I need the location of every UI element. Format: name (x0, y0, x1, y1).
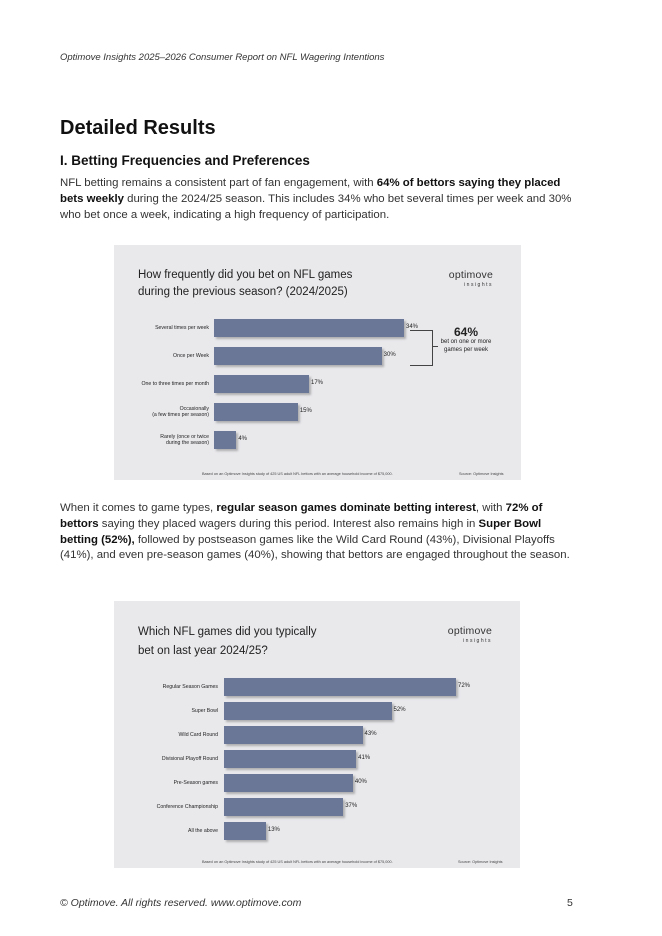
optimove-logo: optimove insights (449, 269, 493, 288)
para2-bold-2: 72% of bettors (60, 502, 543, 530)
chart2-category-label: Super Bowl (98, 708, 218, 715)
category-label-line: Rarely (once or twice (160, 433, 209, 440)
chart2-category-label: Regular Season Games (98, 684, 218, 691)
chart1-value-label: 4% (238, 436, 248, 442)
callout-value: 64% (453, 325, 479, 339)
chart1-title-line1: How frequently did you bet on NFL games (138, 269, 353, 281)
chart2-category-label: Divisional Playoff Round (98, 756, 218, 763)
chart2-value-label: 40% (354, 779, 367, 785)
chart1-category-label: Several times per week (89, 325, 209, 332)
chart1-bar (214, 431, 237, 449)
chart-game-types: Which NFL games did you typically bet on… (114, 601, 520, 868)
chart2-title-line2: bet on last year 2024/25? (138, 645, 268, 657)
category-label-line: Occasionally (179, 405, 209, 412)
chart2-title: Which NFL games did you typically bet on… (138, 623, 368, 661)
chart2-category-label: Conference Championship (98, 804, 218, 811)
category-label-line: Super Bowl (191, 707, 218, 714)
para2-text-4: followed by postseason games like the Wi… (60, 533, 570, 562)
chart1-title: How frequently did you bet on NFL games … (138, 267, 398, 301)
chart1-value-label: 34% (406, 324, 419, 330)
chart2-category-label: Pre-Season games (98, 780, 218, 787)
category-label-line: (a few times per season) (152, 412, 209, 418)
chart2-value-label: 52% (393, 707, 406, 713)
chart1-category-label: Once per Week (89, 353, 209, 360)
chart2-footnote: Based on an Optimove Insights study of 4… (202, 860, 393, 864)
section-subtitle: I. Betting Frequencies and Preferences (60, 153, 310, 168)
para2-bold-1: regular season games dominate betting in… (216, 502, 476, 514)
para2-text-2: , with (475, 502, 506, 514)
chart2-bar (224, 822, 266, 840)
category-label-line: during the season) (166, 440, 209, 446)
page-title: Detailed Results (60, 117, 216, 139)
para2-text-1: When it comes to game types, (60, 502, 217, 514)
chart1-value-label: 15% (299, 408, 312, 414)
chart1-value-label: 17% (311, 380, 324, 386)
category-label-line: Pre-Season games (173, 779, 218, 786)
chart2-source: Source: Optimove Insights (458, 860, 503, 864)
category-label-line: Wild Card Round (178, 731, 219, 738)
category-label-line: Several times per week (155, 324, 209, 331)
chart2-value-label: 37% (345, 803, 358, 809)
chart1-source: Source: Optimove Insights (459, 472, 504, 476)
chart1-bar (214, 319, 404, 337)
chart1-footnote: Based on an Optimove Insights study of 4… (202, 472, 393, 476)
chart1-value-label: 30% (383, 352, 396, 358)
chart2-value-label: 72% (458, 683, 471, 689)
chart2-bar (224, 678, 456, 696)
chart2-value-label: 43% (364, 731, 377, 737)
paragraph-game-types: When it comes to game types, regular sea… (60, 501, 580, 564)
chart1-title-line2: during the previous season? (2024/2025) (138, 286, 348, 298)
para1-bold-1: 64% of bettors saying they placed bets w… (60, 177, 561, 205)
paragraph-betting-frequency: NFL betting remains a consistent part of… (60, 176, 580, 223)
category-label-line: Once per Week (173, 352, 209, 359)
callout-text: bet on one or more games per week (440, 339, 492, 353)
chart1-category-label: Rarely (once or twice during the season) (89, 434, 209, 447)
chart2-bar (224, 726, 363, 744)
category-label-line: Regular Season Games (162, 683, 218, 690)
logo-main-text: optimove (447, 625, 492, 637)
callout-tick (432, 346, 438, 347)
page-number: 5 (567, 897, 573, 909)
chart2-bar (224, 702, 392, 720)
chart1-bar (214, 403, 298, 421)
logo-sub-text: insights (463, 638, 492, 644)
category-label-line: One to three times per month (141, 380, 209, 387)
chart2-category-label: Wild Card Round (98, 731, 219, 739)
para2-bold-3: Super Bowl betting (52%), (60, 517, 542, 546)
logo-sub-text: insights (464, 282, 493, 288)
chart1-bar (214, 375, 309, 393)
chart1-bar (214, 347, 382, 365)
chart1-category-label: Occasionally (a few times per season) (89, 406, 209, 419)
chart2-bar (224, 774, 353, 792)
chart-betting-frequency: How frequently did you bet on NFL games … (114, 245, 521, 480)
chart2-value-label: 41% (358, 755, 371, 761)
footer-copyright: © Optimove. All rights reserved. www.opt… (60, 897, 302, 909)
category-label-line: Conference Championship (156, 803, 218, 810)
logo-main-text: optimove (448, 269, 493, 281)
chart2-bar (224, 750, 357, 768)
chart1-category-label: One to three times per month (89, 381, 209, 388)
category-label-line: All the above (188, 827, 218, 834)
chart2-bar (224, 798, 344, 816)
para1-text-1: NFL betting remains a consistent part of… (60, 177, 377, 189)
chart2-value-label: 13% (267, 827, 280, 833)
chart2-category-label: All the above (98, 828, 218, 835)
para2-text-3: saying they placed wagers during this pe… (98, 517, 479, 530)
callout-bracket (410, 330, 433, 366)
category-label-line: Divisional Playoff Round (161, 755, 218, 762)
para1-text-2: during the 2024/25 season. This includes… (60, 192, 572, 221)
chart2-title-line1: Which NFL games did you typically (138, 626, 317, 638)
optimove-logo: optimove insights (448, 625, 492, 644)
report-header: Optimove Insights 2025–2026 Consumer Rep… (60, 52, 385, 63)
